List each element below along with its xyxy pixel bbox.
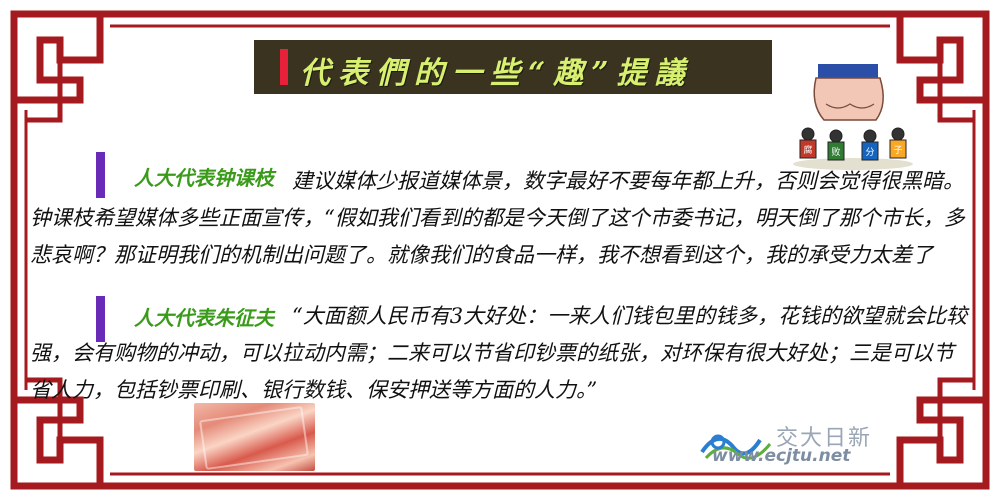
speaker-marker-1 [96,152,105,198]
banknotes-photo-icon [194,403,315,471]
watermark-url: www.ecjtu.net [712,446,851,466]
section-text-2-content: “大面额人民币有3大好处：一来人们钱包里的钱多，花钱的欲望就会比较强，会有购物的… [30,304,968,402]
fist-crushing-officials-cartoon-icon: 腐 败 分 子 [793,64,913,170]
cartoon-label-4: 子 [893,145,902,156]
title-banner: 代表們的一些“趣”提議 [254,40,772,94]
page-title: 代表們的一些“趣”提議 [300,56,693,91]
ecjtu-wave-logo-icon [700,434,772,460]
title-accent-bar [280,49,288,85]
speaker-marker-2 [96,296,105,342]
section-text-1-content: 建议媒体少报道媒体景，数字最好不要每年都上升，否则会觉得很黑暗。钟课枝希望媒体多… [30,169,965,267]
cartoon-label-3: 分 [865,147,874,158]
section-text-1: 建议媒体少报道媒体景，数字最好不要每年都上升，否则会觉得很黑暗。钟课枝希望媒体多… [30,163,970,274]
watermark-cn: 交大日新 [776,426,873,451]
speaker-name-2: 人大代表朱征夫 [134,306,274,330]
cartoon-label-1: 腐 [803,144,812,156]
section-text-2: “大面额人民币有3大好处：一来人们钱包里的钱多，花钱的欲望就会比较强，会有购物的… [30,298,970,409]
speaker-name-1: 人大代表钟课枝 [134,166,274,190]
cartoon-label-2: 败 [831,147,840,158]
